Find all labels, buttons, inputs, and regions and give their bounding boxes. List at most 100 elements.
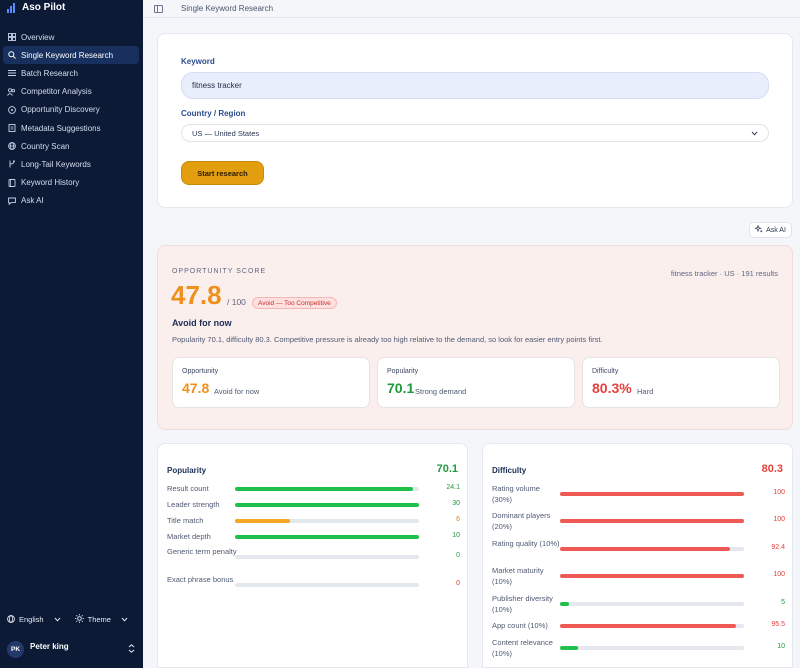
sidebar-item-country-scan[interactable]: Country Scan bbox=[3, 137, 139, 155]
status-badge: Avoid — Too Competitive bbox=[252, 297, 337, 309]
difficulty-total: 80.3 bbox=[761, 463, 783, 475]
logo-icon bbox=[7, 2, 17, 13]
metric-bar-track bbox=[235, 583, 419, 587]
sidebar-item-label: Opportunity Discovery bbox=[21, 105, 100, 115]
ask-ai-button[interactable]: Ask AI bbox=[749, 222, 792, 238]
sidebar-item-single-keyword-research[interactable]: Single Keyword Research bbox=[3, 46, 139, 65]
metric-value: 100 bbox=[773, 516, 785, 523]
language-label: English bbox=[19, 615, 44, 624]
sidebar-item-opportunity-discovery[interactable]: Opportunity Discovery bbox=[3, 101, 139, 119]
sidebar-nav: Overview Single Keyword Research Batch R… bbox=[3, 28, 139, 210]
sidebar-item-long-tail-keywords[interactable]: Long-Tail Keywords bbox=[3, 155, 139, 173]
book-icon bbox=[7, 178, 16, 187]
metric-value: 6 bbox=[456, 516, 460, 523]
metric-label: Market maturity (10%) bbox=[492, 566, 544, 586]
metric-bar-track bbox=[560, 492, 744, 496]
difficulty-card: Difficulty 80.3 Rating volume (30%) 100 Do… bbox=[482, 443, 793, 668]
sidebar-item-label: Metadata Suggestions bbox=[21, 123, 101, 133]
sidebar-item-keyword-history[interactable]: Keyword History bbox=[3, 174, 139, 192]
metric-bar-track bbox=[235, 519, 419, 523]
metric-label: Content relevance (10%) bbox=[492, 638, 553, 658]
metric-value: 24.1 bbox=[446, 484, 460, 491]
keyword-input[interactable]: fitness tracker bbox=[181, 72, 769, 99]
metric-value: 95.5 bbox=[771, 621, 785, 628]
opportunity-mini-card: Opportunity 47.8 Avoid for now bbox=[172, 357, 370, 408]
user-name: Peter king bbox=[30, 642, 69, 651]
sun-icon bbox=[74, 614, 84, 625]
sidebar-item-label: Single Keyword Research bbox=[21, 50, 114, 60]
start-research-button[interactable]: Start research bbox=[181, 161, 264, 185]
metric-bar-track bbox=[560, 624, 744, 628]
language-select[interactable]: English bbox=[7, 614, 61, 625]
app-title: Aso Pilot bbox=[22, 2, 66, 13]
metric-label: Title match bbox=[167, 516, 204, 525]
users-icon bbox=[7, 87, 16, 96]
sidebar-item-metadata-suggestions[interactable]: Metadata Suggestions bbox=[3, 119, 139, 137]
mini-card-title: Popularity bbox=[387, 368, 419, 375]
list-icon bbox=[7, 69, 16, 78]
metric-value: 100 bbox=[773, 489, 785, 496]
sidebar-item-label: Long-Tail Keywords bbox=[21, 159, 91, 169]
metric-bar-fill bbox=[235, 503, 419, 507]
sidebar-item-overview[interactable]: Overview bbox=[3, 28, 139, 46]
opportunity-meta: fitness tracker · US · 191 results bbox=[670, 269, 778, 278]
compass-icon bbox=[7, 105, 16, 114]
ask-ai-label: Ask AI bbox=[766, 226, 786, 234]
brand[interactable]: Aso Pilot bbox=[7, 2, 65, 13]
sidebar-item-label: Competitor Analysis bbox=[21, 87, 92, 97]
opportunity-card: OPPORTUNITY SCORE fitness tracker · US ·… bbox=[157, 245, 793, 430]
metric-value: 10 bbox=[777, 643, 785, 650]
metric-bar-fill bbox=[560, 519, 744, 523]
mini-card-value: 80.3% bbox=[592, 380, 632, 396]
grid-icon bbox=[7, 33, 16, 42]
metric-label: Publisher diversity (10%) bbox=[492, 594, 553, 614]
country-select[interactable]: US — United States bbox=[181, 124, 769, 142]
branch-icon bbox=[7, 160, 16, 169]
metric-bar-track bbox=[560, 574, 744, 578]
theme-label: Theme bbox=[87, 615, 111, 624]
mini-card-title: Opportunity bbox=[182, 368, 219, 375]
sidebar-item-label: Ask AI bbox=[21, 196, 44, 206]
metric-bar-fill bbox=[560, 574, 744, 578]
mini-card-title: Difficulty bbox=[592, 368, 619, 375]
sidebar-item-batch-research[interactable]: Batch Research bbox=[3, 64, 139, 82]
opportunity-description: Popularity 70.1, difficulty 80.3. Compet… bbox=[172, 335, 603, 344]
sidebar-item-ask-ai[interactable]: Ask AI bbox=[3, 192, 139, 210]
metric-bar-fill bbox=[235, 487, 414, 491]
user-menu[interactable]: PK Peter king bbox=[7, 641, 135, 658]
sidebar-item-label: Country Scan bbox=[21, 141, 70, 151]
sidebar-item-label: Keyword History bbox=[21, 178, 80, 188]
topbar: Single Keyword Research bbox=[143, 0, 800, 18]
metric-bar-track bbox=[560, 547, 744, 551]
page-title: Single Keyword Research bbox=[181, 4, 274, 13]
opportunity-score: 47.8 bbox=[171, 280, 222, 310]
metric-bar-track bbox=[235, 535, 419, 539]
metric-bar-track bbox=[235, 555, 419, 559]
country-label: Country / Region bbox=[181, 109, 246, 118]
metric-label: Rating volume (30%) bbox=[492, 484, 540, 504]
sparkle-icon bbox=[754, 224, 763, 235]
sidebar-item-label: Batch Research bbox=[21, 68, 78, 78]
metric-bar-fill bbox=[560, 646, 579, 650]
metric-bar-track bbox=[235, 487, 419, 491]
country-value: US — United States bbox=[192, 128, 260, 138]
sidebar-item-competitor-analysis[interactable]: Competitor Analysis bbox=[3, 83, 139, 101]
metric-bar-track bbox=[560, 602, 744, 606]
metric-value: 0 bbox=[456, 552, 460, 559]
popularity-mini-card: Popularity 70.1 Strong demand bbox=[377, 357, 575, 408]
metric-label: Result count bbox=[167, 484, 209, 493]
search-icon bbox=[7, 51, 16, 60]
keyword-label: Keyword bbox=[181, 57, 215, 66]
theme-select[interactable]: Theme bbox=[74, 614, 128, 625]
sidebar-item-label: Overview bbox=[21, 32, 55, 42]
popularity-total: 70.1 bbox=[436, 463, 458, 475]
metric-label: App count (10%) bbox=[492, 621, 548, 630]
difficulty-mini-card: Difficulty 80.3% Hard bbox=[582, 357, 780, 408]
chevron-down-icon bbox=[751, 129, 758, 138]
metric-bar-track bbox=[560, 646, 744, 650]
mini-card-value: 70.1 bbox=[387, 380, 415, 396]
sidebar-toggle-icon[interactable] bbox=[154, 4, 163, 13]
globe-icon bbox=[7, 614, 15, 625]
metric-label: Rating quality (10%) bbox=[492, 539, 560, 548]
opportunity-section-label: OPPORTUNITY SCORE bbox=[172, 268, 267, 275]
